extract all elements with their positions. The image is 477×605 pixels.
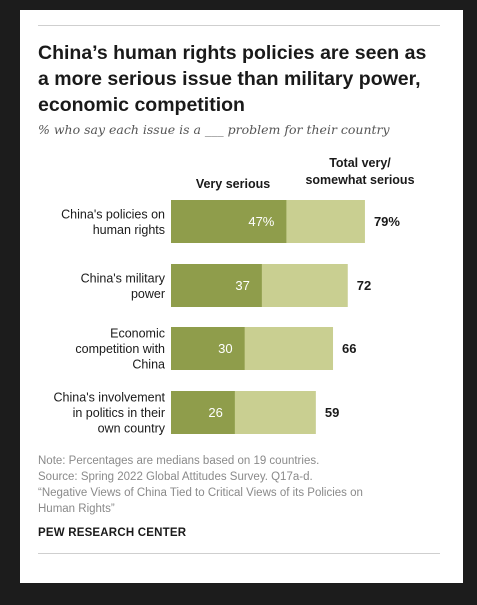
value-label-very-serious: 26 bbox=[208, 405, 222, 420]
bottom-divider bbox=[38, 553, 440, 554]
value-label-total: 66 bbox=[342, 341, 356, 356]
value-label-very-serious: 37 bbox=[235, 278, 249, 293]
value-label-very-serious: 30 bbox=[218, 341, 232, 356]
report-line: Human Rights” bbox=[38, 503, 115, 515]
category-label: China's involvement in politics in their o… bbox=[54, 391, 166, 436]
category-label: China's policies on human rights bbox=[61, 207, 165, 237]
bar-very-serious bbox=[171, 391, 235, 434]
chart-notes: Note: Percentages are medians based on 1… bbox=[38, 453, 438, 517]
chart-title: China’s human rights policies are seen a… bbox=[38, 42, 427, 116]
bar-very-serious bbox=[171, 327, 245, 370]
pew-research-center-label: PEW RESEARCH CENTER bbox=[38, 527, 187, 539]
chart-subtitle: % who say each issue is a ___ problem fo… bbox=[38, 122, 390, 137]
top-divider bbox=[38, 25, 440, 26]
report-line: “Negative Views of China Tied to Critica… bbox=[38, 487, 363, 499]
category-label: China's military power bbox=[81, 271, 166, 301]
note-line: Note: Percentages are medians based on 1… bbox=[38, 455, 320, 467]
bar-very-serious bbox=[171, 200, 287, 243]
header-total: Total very/ somewhat serious bbox=[305, 156, 415, 187]
bar-chart: 47% 79% China's policies on human rights 37 7… bbox=[54, 200, 400, 436]
header-very-serious: Very serious bbox=[195, 177, 271, 191]
value-label-total: 72 bbox=[357, 278, 371, 293]
category-label: Economic competition with China bbox=[75, 327, 165, 372]
value-label-very-serious: 47% bbox=[248, 214, 274, 229]
value-label-total: 79% bbox=[374, 214, 400, 229]
source-line: Source: Spring 2022 Global Attitudes Sur… bbox=[38, 471, 313, 483]
chart-card: China’s human rights policies are seen a… bbox=[20, 10, 463, 583]
value-label-total: 59 bbox=[325, 405, 339, 420]
bar-very-serious bbox=[171, 264, 262, 307]
